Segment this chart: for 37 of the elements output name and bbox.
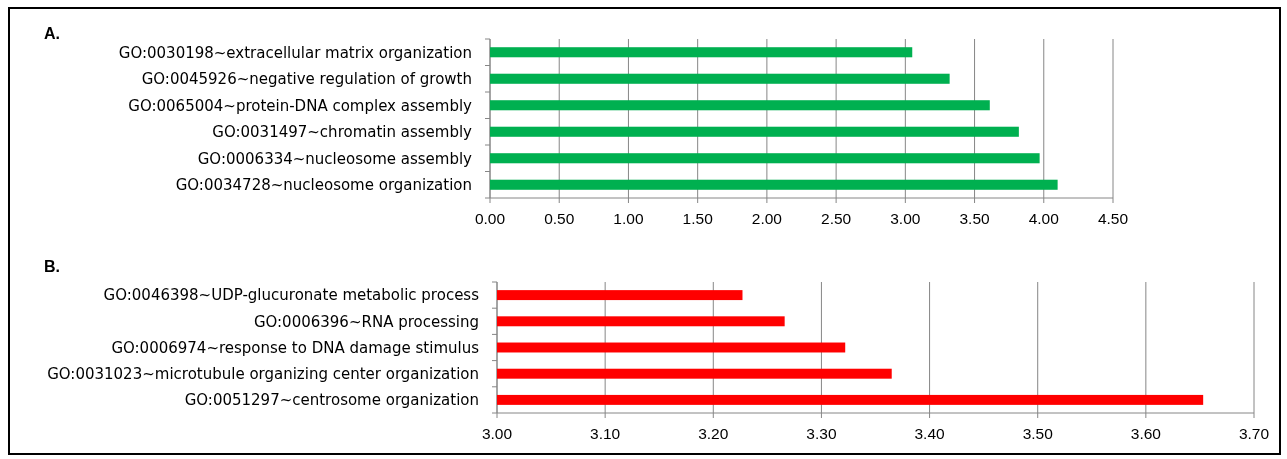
x-tick-label: 0.00 [474,210,506,227]
x-tick-label: 1.50 [682,210,714,227]
y-tick-label: GO:0006396~RNA processing [253,312,479,331]
bar [490,153,1040,164]
x-tick-label: 3.50 [959,210,991,227]
text: A. [44,25,60,42]
x-tick-label: 1.00 [613,210,644,227]
bar [490,100,990,111]
x-tick-label: 3.00 [890,210,921,227]
x-tick-label: 3.40 [914,425,946,442]
y-tick-label: GO:0030198~extracellular matrix organization [118,43,472,62]
y-tick-label: GO:0006334~nucleosome assembly [197,149,473,168]
bar [490,47,913,58]
bar [490,73,950,84]
x-tick-label: 3.30 [806,425,837,442]
y-tick-label: GO:0045926~negative regulation of growth [141,70,472,88]
y-tick-label: GO:0051297~centrosome organization [184,391,479,410]
x-tick-label: 3.10 [590,425,621,442]
x-tick-label: 3.50 [1022,425,1054,442]
y-tick-label: GO:0034728~nucleosome organization [175,176,472,194]
x-tick-label: 2.00 [751,210,783,227]
y-tick-label: GO:0046398~UDP-glucuronate metabolic process [103,286,480,305]
bar [490,126,1019,137]
y-tick-label: GO:0006974~response to DNA damage stimulus [111,338,480,357]
x-tick-label: 4.50 [1097,210,1129,227]
y-tick-label: GO:0065004~protein-DNA complex assembly [128,96,473,115]
x-tick-label: 0.50 [544,210,575,227]
x-tick-label: 2.50 [821,210,852,227]
bar [490,179,1058,190]
x-tick-label: 3.20 [698,425,729,442]
x-tick-label: 3.00 [481,425,513,442]
y-tick-label: GO:0031497~chromatin assembly [212,123,473,141]
text: B. [44,258,60,275]
x-tick-label: 4.00 [1028,210,1060,227]
x-tick-label: 3.70 [1238,425,1270,442]
y-tick-label: GO:0031023~microtubule organizing center organization [47,364,479,383]
x-tick-label: 3.60 [1130,425,1162,442]
